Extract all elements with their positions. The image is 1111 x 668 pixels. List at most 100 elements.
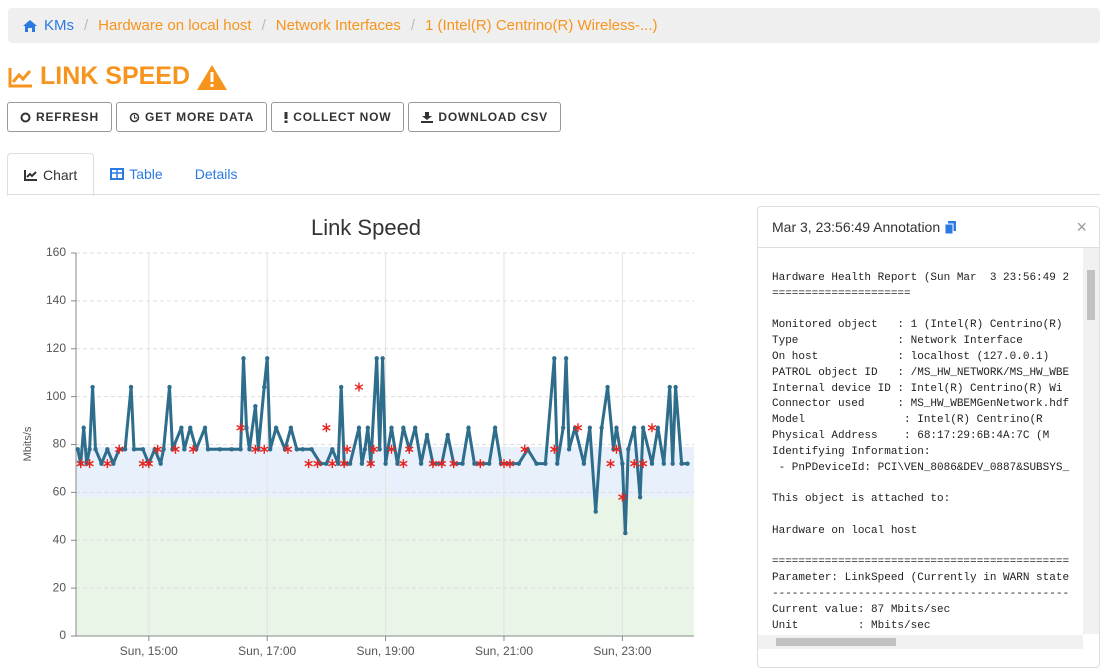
annotation-marker [648,423,656,432]
annotation-marker [322,423,330,432]
data-point [265,356,269,360]
x-tick-label: Sun, 17:00 [238,644,296,658]
data-point [167,385,171,389]
breadcrumb: KMs/ Hardware on local host/ Network Int… [8,8,1100,43]
text-line: Connector used : MS_HW_WBEMGenNetwork.hd… [772,397,1082,413]
home-icon [22,19,38,33]
data-point [466,426,470,430]
scrollbar[interactable] [1083,248,1099,634]
text-line: Internal device ID : Intel(R) Centrino(R… [772,382,1082,398]
button[interactable]: GET MORE DATA [116,102,267,132]
data-point [375,356,379,360]
data-point [425,433,429,437]
data-point [650,461,654,465]
text-line: Model : Intel(R) Centrino(R [772,413,1082,429]
text-line: ===================== [772,287,1082,303]
data-point [330,447,334,451]
data-point [360,461,364,465]
text-line: Type : Network Interface [772,334,1082,350]
data-point [395,461,399,465]
data-point [129,385,133,389]
text-group: Monitored object : 1 (Intel(R) Centrino(… [772,318,1082,476]
data-point [614,426,618,430]
button[interactable]: DOWNLOAD CSV [408,102,561,132]
data-point [582,461,586,465]
annotation-text: Hardware Health Report (Sun Mar 3 23:56:… [772,271,1082,631]
data-point [93,447,97,451]
scrollbar[interactable] [758,635,1083,649]
data-point [141,447,145,451]
tab-label: Details [195,166,238,182]
data-point [673,385,677,389]
y-tick-label: 60 [53,485,67,499]
x-tick-label: Sun, 15:00 [120,644,178,658]
breadcrumb-link[interactable]: 1 (Intel(R) Centrino(R) Wireless-...) [425,17,658,34]
button-label: GET MORE DATA [145,110,254,124]
data-point [123,447,127,451]
data-point [413,426,417,430]
text-line: This object is attached to: [772,492,1082,508]
data-point [623,531,627,535]
text-line: ----------------------------------------… [772,587,1082,603]
toolbar: REFRESH GET MORE DATA COLLECT NOW DOWNLO… [7,102,561,132]
text-line: Physical Address : 68:17:29:6B:4A:7C (M [772,429,1082,445]
data-point [685,461,689,465]
x-tick-label: Sun, 23:00 [593,644,651,658]
data-point [460,461,464,465]
button-label: COLLECT NOW [293,110,391,124]
data-point [182,447,186,451]
data-point [348,461,352,465]
data-point [238,447,242,451]
data-point [247,447,251,451]
data-point [389,426,393,430]
data-point [105,447,109,451]
data-point [336,461,340,465]
text-line: Unit : Mbits/sec [772,619,1082,631]
data-point [76,447,80,451]
text-group: Hardware on local host [772,524,1082,540]
data-point [472,461,476,465]
data-point [668,385,672,389]
title-text: LINK SPEED [40,62,190,91]
data-point [301,447,305,451]
text-group: This object is attached to: [772,492,1082,508]
panel-header: Mar 3, 23:56:49 Annotation [758,207,1099,248]
data-point [206,447,210,451]
tab[interactable]: Details [179,153,254,194]
data-point [377,447,381,451]
tab[interactable]: Table [94,153,178,194]
text-line: - PnPDeviceId: PCI\VEN_8086&DEV_0887&SUB… [772,461,1082,477]
data-point [588,426,592,430]
text-line: Identifying Information: [772,445,1082,461]
data-point [380,356,384,360]
text-line: Monitored object : 1 (Intel(R) Centrino(… [772,318,1082,334]
data-point [295,447,299,451]
tabs: Chart Table Details [7,153,1100,195]
text-line: Current value: 87 Mbits/sec [772,603,1082,619]
data-point [620,461,624,465]
data-point [419,461,423,465]
tab[interactable]: Chart [7,153,94,196]
tab-label: Table [129,166,162,182]
button[interactable]: COLLECT NOW [271,102,404,132]
page-title: LINK SPEED [8,62,228,91]
data-point [229,447,233,451]
breadcrumb-link[interactable]: Network Interfaces [276,17,401,34]
chart-icon [8,66,34,88]
data-point [594,509,598,513]
threshold-band [76,497,694,636]
data-point [487,461,491,465]
data-point [383,461,387,465]
chart: Link Speed Mbits/s 020406080100120140160… [0,200,740,668]
y-tick-label: 40 [53,532,67,546]
breadcrumb-link[interactable]: Hardware on local host [98,17,251,34]
data-point [111,461,115,465]
button[interactable]: REFRESH [7,102,112,132]
close-button[interactable]: × [1076,217,1087,238]
data-point [339,385,343,389]
text-line: Hardware on local host [772,524,1082,540]
data-point [253,404,257,408]
text-line: ========================================… [772,555,1082,571]
breadcrumb-link[interactable]: KMs [44,17,74,34]
